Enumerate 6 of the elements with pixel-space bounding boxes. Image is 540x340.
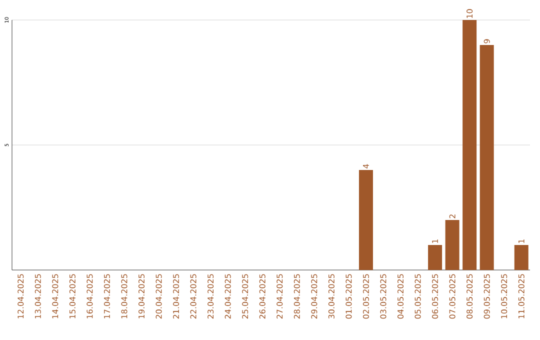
bar — [514, 245, 528, 270]
bar — [358, 170, 373, 270]
bar — [462, 20, 477, 270]
bar — [445, 220, 460, 270]
bar — [428, 245, 442, 270]
bar — [480, 44, 494, 270]
